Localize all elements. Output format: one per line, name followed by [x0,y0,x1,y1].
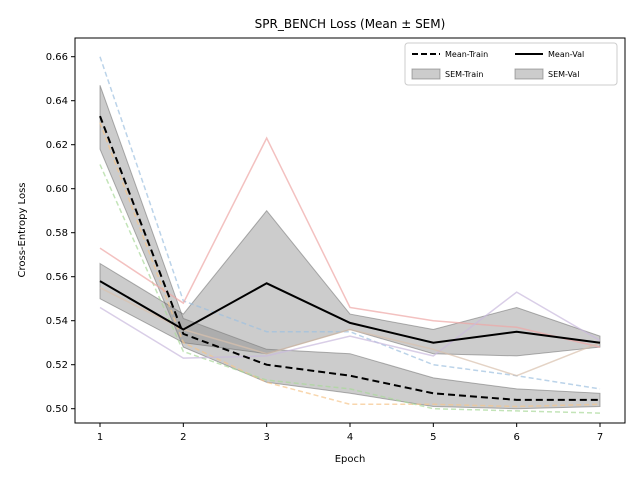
y-tick-label: 0.54 [46,316,68,327]
y-tick-label: 0.60 [46,184,68,195]
x-axis-label: Epoch [335,454,366,465]
run-line-val-5 [99,291,601,359]
y-tick-label: 0.62 [46,140,68,151]
y-tick-label: 0.52 [46,360,68,371]
x-tick-label: 2 [180,432,186,443]
legend-patch-swatch [514,68,544,80]
y-tick-label: 0.50 [46,404,68,415]
run-line-train-2 [99,122,601,408]
y-tick-label: 0.56 [46,272,68,283]
y-axis-ticks: 0.50 0.52 0.54 0.56 0.58 0.60 0.62 0.64 0.66 [46,52,75,415]
mean-line-1 [99,115,600,401]
x-tick-label: 5 [430,432,436,443]
run-line-val-4 [99,136,601,348]
x-tick-label: 3 [263,432,269,443]
mean-lines [99,115,601,401]
x-axis-ticks: 1 2 3 4 5 6 7 [97,423,603,443]
x-tick-label: 4 [347,432,353,443]
plot-area [99,56,601,414]
legend-label: SEM-Val [548,70,579,79]
legend-label: Mean-Train [445,50,488,59]
legend-box [404,42,618,86]
legend: Mean-Train SEM-Train Mean-Val SEM-Val [404,42,618,86]
sem-band-1 [99,85,601,410]
y-tick-label: 0.64 [46,96,68,107]
x-tick-label: 7 [597,432,603,443]
y-axis-label: Cross-Entropy Loss [17,183,28,278]
x-tick-label: 6 [513,432,519,443]
run-line-train-3 [99,164,601,414]
legend-label: Mean-Val [548,50,584,59]
chart-title: SPR_BENCH Loss (Mean ± SEM) [255,17,446,31]
legend-patch-swatch [411,68,441,80]
x-tick-label: 1 [97,432,103,443]
mean-line-2 [99,280,601,344]
legend-label: SEM-Train [445,70,483,79]
y-tick-label: 0.66 [46,52,68,63]
y-tick-label: 0.58 [46,228,68,239]
